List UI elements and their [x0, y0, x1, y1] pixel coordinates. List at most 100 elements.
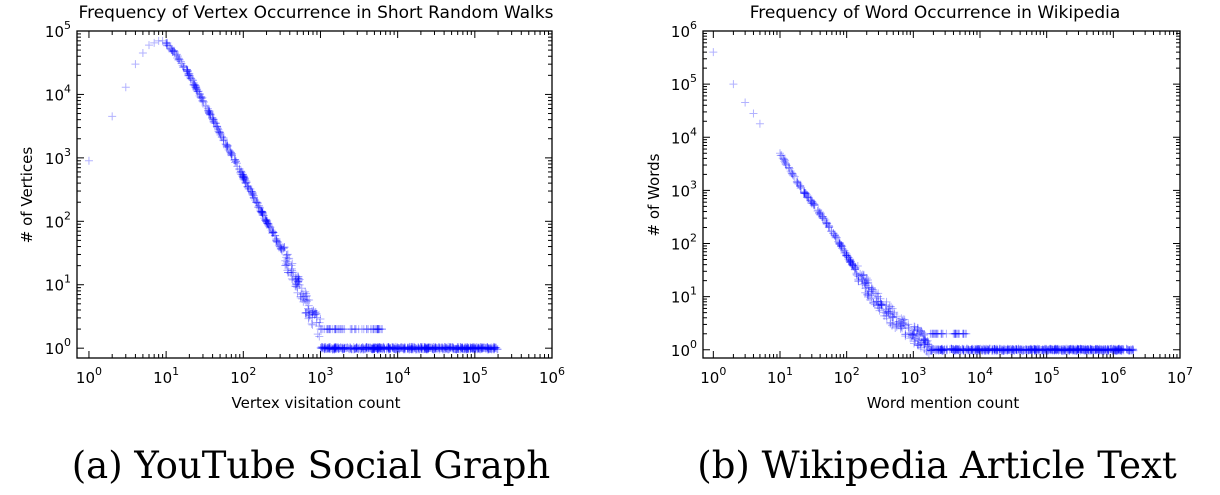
data-point [1003, 344, 1012, 353]
data-point [844, 255, 853, 264]
data-point [316, 325, 325, 334]
data-point [384, 344, 393, 353]
data-point [965, 346, 974, 355]
data-point [328, 345, 337, 354]
data-point [265, 222, 274, 231]
data-point [328, 344, 337, 353]
data-point [803, 193, 812, 202]
data-point [484, 344, 493, 353]
data-point [927, 345, 936, 354]
data-point [779, 155, 788, 164]
data-point [1036, 346, 1045, 355]
data-point [255, 204, 264, 213]
data-point [923, 336, 932, 345]
data-point [464, 344, 473, 353]
data-point [867, 287, 876, 296]
data-point [331, 343, 340, 352]
data-point [244, 184, 253, 193]
data-point [1044, 346, 1053, 355]
data-point [793, 177, 802, 186]
data-point [945, 345, 954, 354]
data-point [487, 345, 496, 354]
data-point [477, 344, 486, 353]
data-point [445, 343, 454, 352]
data-point [800, 187, 809, 196]
data-point [374, 345, 383, 354]
data-point [913, 323, 922, 332]
data-point [298, 289, 307, 298]
data-point [364, 343, 373, 352]
data-point [1028, 345, 1037, 354]
data-point [317, 342, 326, 351]
data-point [189, 76, 198, 85]
data-point [231, 158, 240, 167]
data-point [287, 274, 296, 283]
data-point [1117, 346, 1126, 355]
data-point [1031, 344, 1040, 353]
data-point [458, 344, 467, 353]
data-point [376, 325, 385, 334]
data-point [421, 344, 430, 353]
y-tick-label: 104 [671, 125, 697, 147]
data-point [858, 275, 867, 284]
data-point [299, 292, 308, 301]
data-point [162, 41, 171, 50]
data-point [385, 345, 394, 354]
data-point [363, 343, 372, 352]
data-point [230, 155, 239, 164]
data-point [824, 223, 833, 232]
data-point [873, 300, 882, 309]
data-point [1076, 346, 1085, 355]
data-point [489, 342, 498, 351]
data-point [241, 174, 250, 183]
data-point [308, 320, 317, 329]
data-point [249, 191, 258, 200]
data-point [420, 344, 429, 353]
data-point [460, 344, 469, 353]
data-point [827, 227, 836, 236]
data-point [325, 325, 334, 334]
data-point [379, 342, 388, 351]
data-point [284, 260, 293, 269]
data-point [1063, 346, 1072, 355]
data-point [1007, 345, 1016, 354]
data-point [780, 157, 789, 166]
data-point [394, 343, 403, 352]
data-point [930, 346, 939, 355]
data-point [997, 346, 1006, 355]
data-point [835, 238, 844, 247]
data-point [1008, 345, 1017, 354]
data-point [403, 343, 412, 352]
data-point [990, 345, 999, 354]
data-point [923, 340, 932, 349]
data-point [209, 117, 218, 126]
data-point [172, 51, 181, 60]
data-point [925, 343, 934, 352]
data-point [217, 132, 226, 141]
data-point [305, 296, 314, 305]
data-point [1124, 346, 1133, 355]
data-point [1066, 345, 1075, 354]
data-point [411, 343, 420, 352]
x-tick-label: 107 [1167, 365, 1193, 387]
data-point [452, 345, 461, 354]
data-point [984, 346, 993, 355]
data-point [1118, 345, 1127, 354]
data-point [343, 343, 352, 352]
y-tick-label: 103 [671, 178, 697, 200]
data-point [980, 345, 989, 354]
data-point [268, 228, 277, 237]
data-point [331, 325, 340, 334]
data-point [1127, 346, 1136, 355]
data-point [354, 345, 363, 354]
data-point [390, 344, 399, 353]
data-point [209, 118, 218, 127]
data-point [262, 218, 271, 227]
data-point [257, 208, 266, 217]
data-point [1114, 346, 1123, 355]
data-point [1087, 346, 1096, 355]
data-point [1034, 345, 1043, 354]
data-point [261, 216, 270, 225]
data-point [223, 141, 232, 150]
data-point [885, 310, 894, 319]
